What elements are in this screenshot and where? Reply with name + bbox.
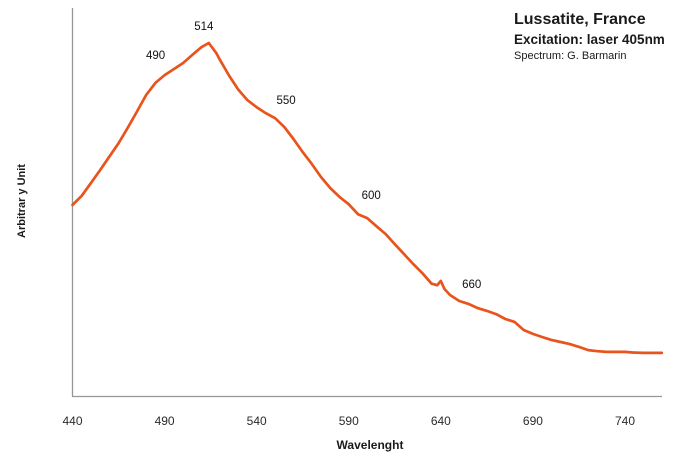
x-tick-label-490: 490 — [154, 414, 175, 428]
x-tick-label-690: 690 — [522, 414, 543, 428]
chart-subtitle: Excitation: laser 405nm — [514, 32, 665, 47]
y-axis-title: Arbitrar y Unit — [16, 164, 28, 238]
x-axis-title: Wavelenght — [336, 438, 404, 452]
chart-title: Lussatite, France — [514, 11, 646, 28]
peak-label-550: 550 — [276, 95, 296, 108]
spectrum-curve — [71, 41, 664, 355]
x-tick-label-640: 640 — [430, 414, 451, 428]
x-tick-label-740: 740 — [614, 414, 636, 428]
peak-label-600: 600 — [361, 190, 381, 203]
peak-label-490: 490 — [145, 50, 166, 63]
peak-label-514: 514 — [194, 21, 214, 33]
x-tick-label-440: 440 — [62, 414, 83, 428]
chart-credit: Spectrum: G. Barmarin — [514, 50, 627, 62]
x-tick-label-540: 540 — [246, 414, 267, 428]
x-tick-label-590: 590 — [338, 414, 359, 428]
peak-label-660: 660 — [462, 279, 482, 292]
title-block: Lussatite, France Excitation: laser 405n… — [514, 9, 665, 64]
